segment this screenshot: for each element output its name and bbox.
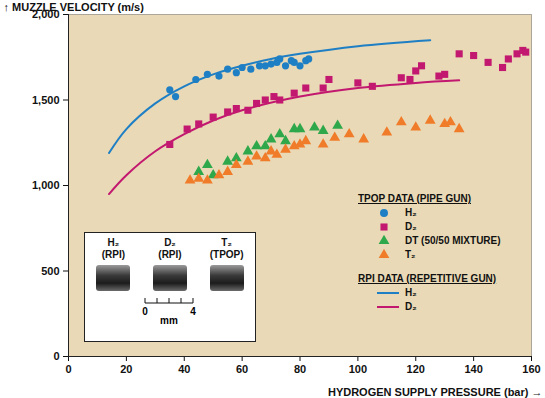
svg-text:100: 100 — [349, 363, 367, 375]
svg-text:500: 500 — [41, 265, 59, 277]
html-text:(RPI): (RPI) — [158, 249, 182, 260]
html-text:RPI DATA (REPETITIVE GUN): RPI DATA (REPETITIVE GUN) — [358, 273, 497, 284]
html-text:T₂: T₂ — [221, 237, 232, 248]
svg-text:1,000: 1,000 — [32, 179, 60, 191]
svg-text:0: 0 — [53, 350, 59, 362]
svg-text:120: 120 — [407, 363, 425, 375]
svg-text:160: 160 — [522, 363, 540, 375]
svg-text:80: 80 — [294, 363, 306, 375]
svg-text:1,500: 1,500 — [32, 94, 60, 106]
html-text:D₂: D₂ — [164, 237, 176, 248]
svg-text:20: 20 — [120, 363, 132, 375]
html-text:D₂: D₂ — [405, 301, 417, 312]
html-text:(RPI): (RPI) — [101, 249, 125, 260]
html-text:TPOP DATA (PIPE GUN): TPOP DATA (PIPE GUN) — [358, 193, 471, 204]
svg-text:mm: mm — [160, 315, 178, 326]
html-text:D₂: D₂ — [405, 221, 417, 232]
svg-text:0: 0 — [142, 306, 148, 317]
svg-text:↑ MUZZLE VELOCITY (m/s): ↑ MUZZLE VELOCITY (m/s) — [4, 1, 145, 13]
svg-text:40: 40 — [178, 363, 190, 375]
html-text:(TPOP): (TPOP) — [209, 249, 244, 260]
html-text:DT (50/50 MIXTURE): DT (50/50 MIXTURE) — [405, 235, 501, 246]
svg-text:60: 60 — [236, 363, 248, 375]
svg-text:HYDROGEN SUPPLY PRESSURE (bar): HYDROGEN SUPPLY PRESSURE (bar) → — [328, 386, 543, 398]
svg-text:0: 0 — [65, 363, 71, 375]
html-text:H₂: H₂ — [405, 207, 417, 218]
html-text:T₂: T₂ — [405, 249, 416, 260]
html-text:H₂: H₂ — [405, 287, 417, 298]
svg-text:2,000: 2,000 — [32, 8, 60, 20]
svg-text:140: 140 — [464, 363, 482, 375]
svg-text:4: 4 — [190, 306, 196, 317]
html-text:H₂: H₂ — [107, 237, 120, 248]
